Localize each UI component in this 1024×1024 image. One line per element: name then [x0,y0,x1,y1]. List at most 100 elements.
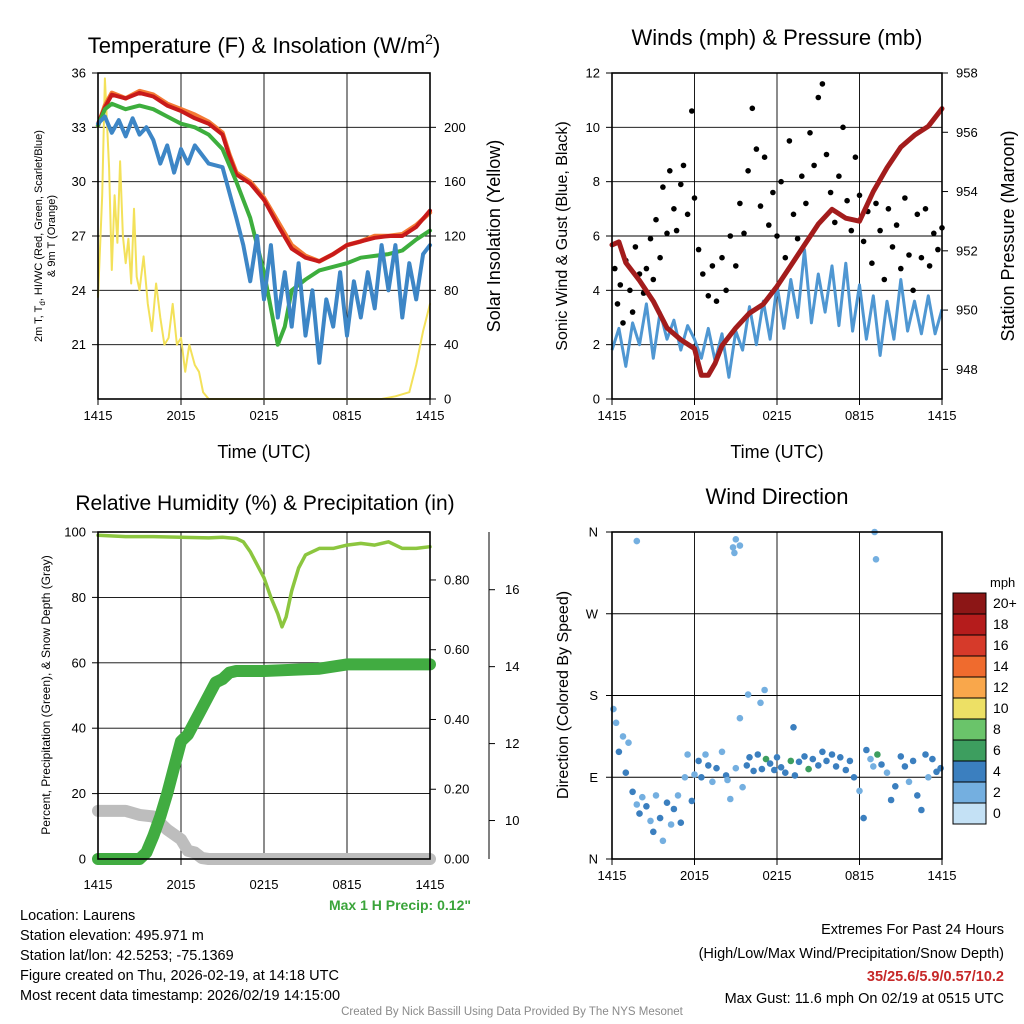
winds-plot-frame [611,72,943,400]
y-tick-label: 20 [72,786,86,801]
direction-point [681,774,689,781]
gust-point [902,195,908,201]
legend-label: 6 [993,742,1001,758]
gust-point [719,254,725,261]
direction-point [791,772,799,779]
humidity-plot-frame [97,531,431,860]
gust-point [647,235,654,242]
temperature-panel: 1415 2015 0215 0815 1415 21 24 27 30 33 36 0 40 80 120… [33,31,504,462]
legend-swatch [952,781,987,804]
series-line-td [96,101,432,347]
title-superscript: 2 [425,31,433,47]
y-axis-label: Sonic Wind & Gust (Blue, Black) [554,121,571,350]
direction-point [736,542,744,549]
y-tick-label: W [586,606,599,621]
gust-point [643,265,650,272]
direction-point [625,739,632,746]
x-tick-label: 0215 [250,408,279,423]
y-tick-label: 8 [593,174,600,189]
direction-point [691,771,698,778]
direction-point [925,774,932,781]
gust-point [671,206,677,212]
y2-tick-label: 160 [444,174,466,189]
x-tick-label: 1415 [416,408,445,423]
direction-point [909,757,917,765]
y-tick-label: S [589,688,598,703]
direction-point [709,778,716,786]
direction-point [842,766,850,774]
x-tick-label: 2015 [167,408,196,423]
direction-point [922,751,929,758]
direction-point [883,769,891,776]
legend-label: 20+ [993,595,1017,611]
direction-point [629,788,636,796]
gust-point [844,197,850,204]
gust-point [803,200,809,207]
y-tick-label: 4 [593,283,600,298]
gust-point [931,230,937,237]
direction-point [633,801,641,808]
gust-point [786,138,793,144]
gust-point [723,287,729,294]
direction-point [761,686,768,694]
x-tick-label: 1415 [598,868,627,883]
direction-point [850,774,858,781]
gust-point [852,154,859,160]
gust-point [823,151,830,158]
gust-point [617,282,624,288]
legend-title: mph [990,575,1015,590]
gust-point [832,219,838,226]
gust-point [632,244,639,250]
direction-point [901,763,909,770]
direction-point [622,769,630,776]
snow-tick-label: 16 [505,582,519,597]
y2-tick-label: 80 [444,283,458,298]
elevation-text: Station elevation: 495.971 m [20,928,204,944]
series-line-station-pressure [609,106,945,378]
gust-point [757,203,764,209]
temperature-plot-frame [97,72,431,400]
direction-point [636,810,643,817]
direction-point [815,762,822,769]
direction-point [647,817,654,825]
direction-point [832,763,840,770]
gust-point [664,230,670,237]
direction-point [892,783,899,790]
gust-point [869,260,875,267]
direction-point [732,536,740,543]
direction-point [739,783,746,791]
direction-point [652,792,660,799]
y-tick-label: 30 [72,174,86,189]
gust-point [873,200,879,207]
y-tick-label: 100 [64,525,86,540]
gust-point [881,276,888,283]
legend-swatch [952,739,987,762]
direction-point [929,755,936,763]
gust-point [653,216,659,223]
direction-point [667,821,675,828]
direction-point [729,544,737,551]
series-line-precipitation [92,658,436,865]
direction-point [633,537,641,545]
direction-point [674,792,682,799]
direction-point [639,793,646,801]
direction-point [795,758,803,766]
gust-point [918,254,925,261]
gust-point [836,173,842,179]
x-axis-label: Time (UTC) [217,442,310,462]
gust-point [840,124,846,131]
gust-point [612,265,618,272]
x-tick-label: 0815 [845,868,874,883]
direction-point [705,762,712,769]
y-tick-label: 21 [72,337,86,352]
direction-point [656,814,664,822]
gust-point [627,287,633,294]
x-axis-label: Time (UTC) [730,442,823,462]
gust-point [856,192,863,199]
direction-point [670,805,678,813]
precip-tick-label: 0.80 [444,572,469,587]
direction-point [914,792,921,799]
series-line-2m-t [96,90,432,264]
extremes-values: 35/25.6/5.9/0.57/10.2 [866,969,1004,985]
gust-point [848,227,855,234]
